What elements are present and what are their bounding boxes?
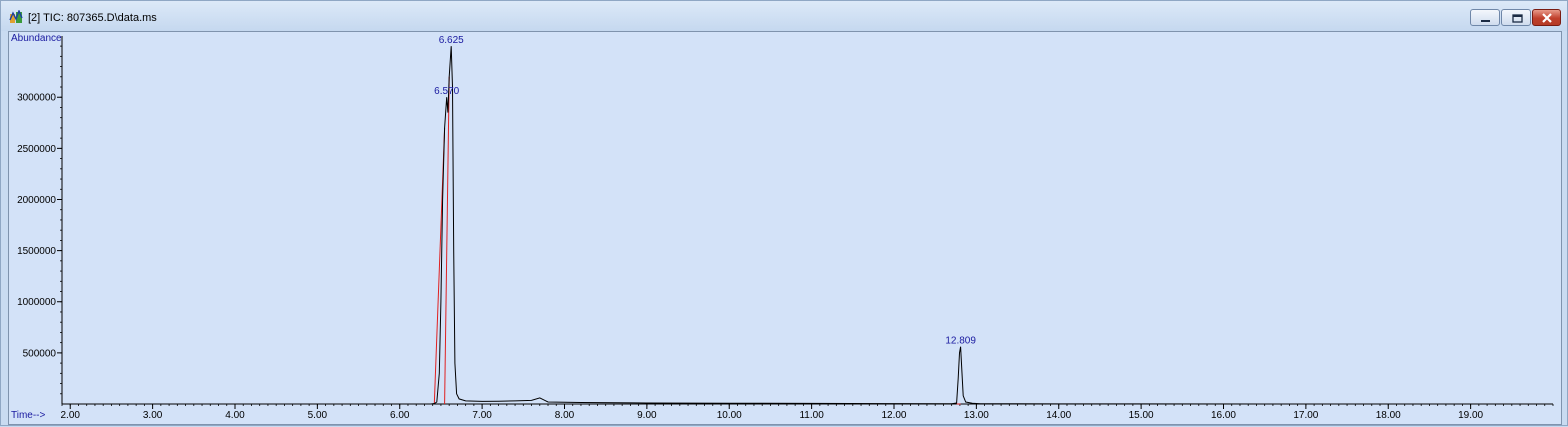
y-tick-label: 1000000 [17,297,56,308]
close-icon [1542,13,1552,23]
peak-label: 12.809 [945,336,976,347]
x-tick-label: 4.00 [225,410,245,421]
x-tick-label: 5.00 [308,410,328,421]
title-bar[interactable]: [2] TIC: 807365.D\data.ms [1,1,1567,31]
y-tick-label: 1500000 [17,246,56,257]
x-tick-label: 7.00 [472,410,492,421]
minimize-button[interactable] [1470,9,1500,26]
restore-icon [1512,14,1523,23]
x-tick-label: 11.00 [799,410,824,421]
maximize-button[interactable] [1501,9,1531,26]
window-title: [2] TIC: 807365.D\data.ms [28,12,157,24]
x-tick-label: 15.00 [1129,410,1154,421]
x-axis-label: Time--> [11,410,46,421]
tic-trace-line [62,46,1554,405]
x-tick-label: 8.00 [555,410,575,421]
y-axis-label: Abundance [11,33,62,44]
chromatogram-app-icon [9,10,23,23]
y-tick-label: 2000000 [17,195,56,206]
x-tick-label: 10.00 [717,410,742,421]
peak-label: 6.570 [434,86,459,97]
integration-marker-line [444,76,450,405]
x-tick-label: 3.00 [143,410,163,421]
x-tick-label: 9.00 [637,410,657,421]
x-tick-label: 14.00 [1046,410,1071,421]
plot-area-frame[interactable] [8,31,1562,425]
x-tick-label: 6.00 [390,410,410,421]
x-tick-label: 18.00 [1376,410,1401,421]
y-tick-label: 3000000 [17,93,56,104]
close-button[interactable] [1532,9,1561,26]
x-tick-label: 13.00 [964,410,989,421]
x-tick-label: 19.00 [1458,410,1483,421]
x-tick-label: 17.00 [1293,410,1318,421]
y-tick-label: 2500000 [17,144,56,155]
x-tick-label: 12.00 [881,410,906,421]
minimize-icon [1481,20,1490,22]
x-tick-label: 16.00 [1211,410,1236,421]
peak-label: 6.625 [439,35,464,46]
y-tick-label: 500000 [23,348,57,359]
x-tick-label: 2.00 [61,410,81,421]
